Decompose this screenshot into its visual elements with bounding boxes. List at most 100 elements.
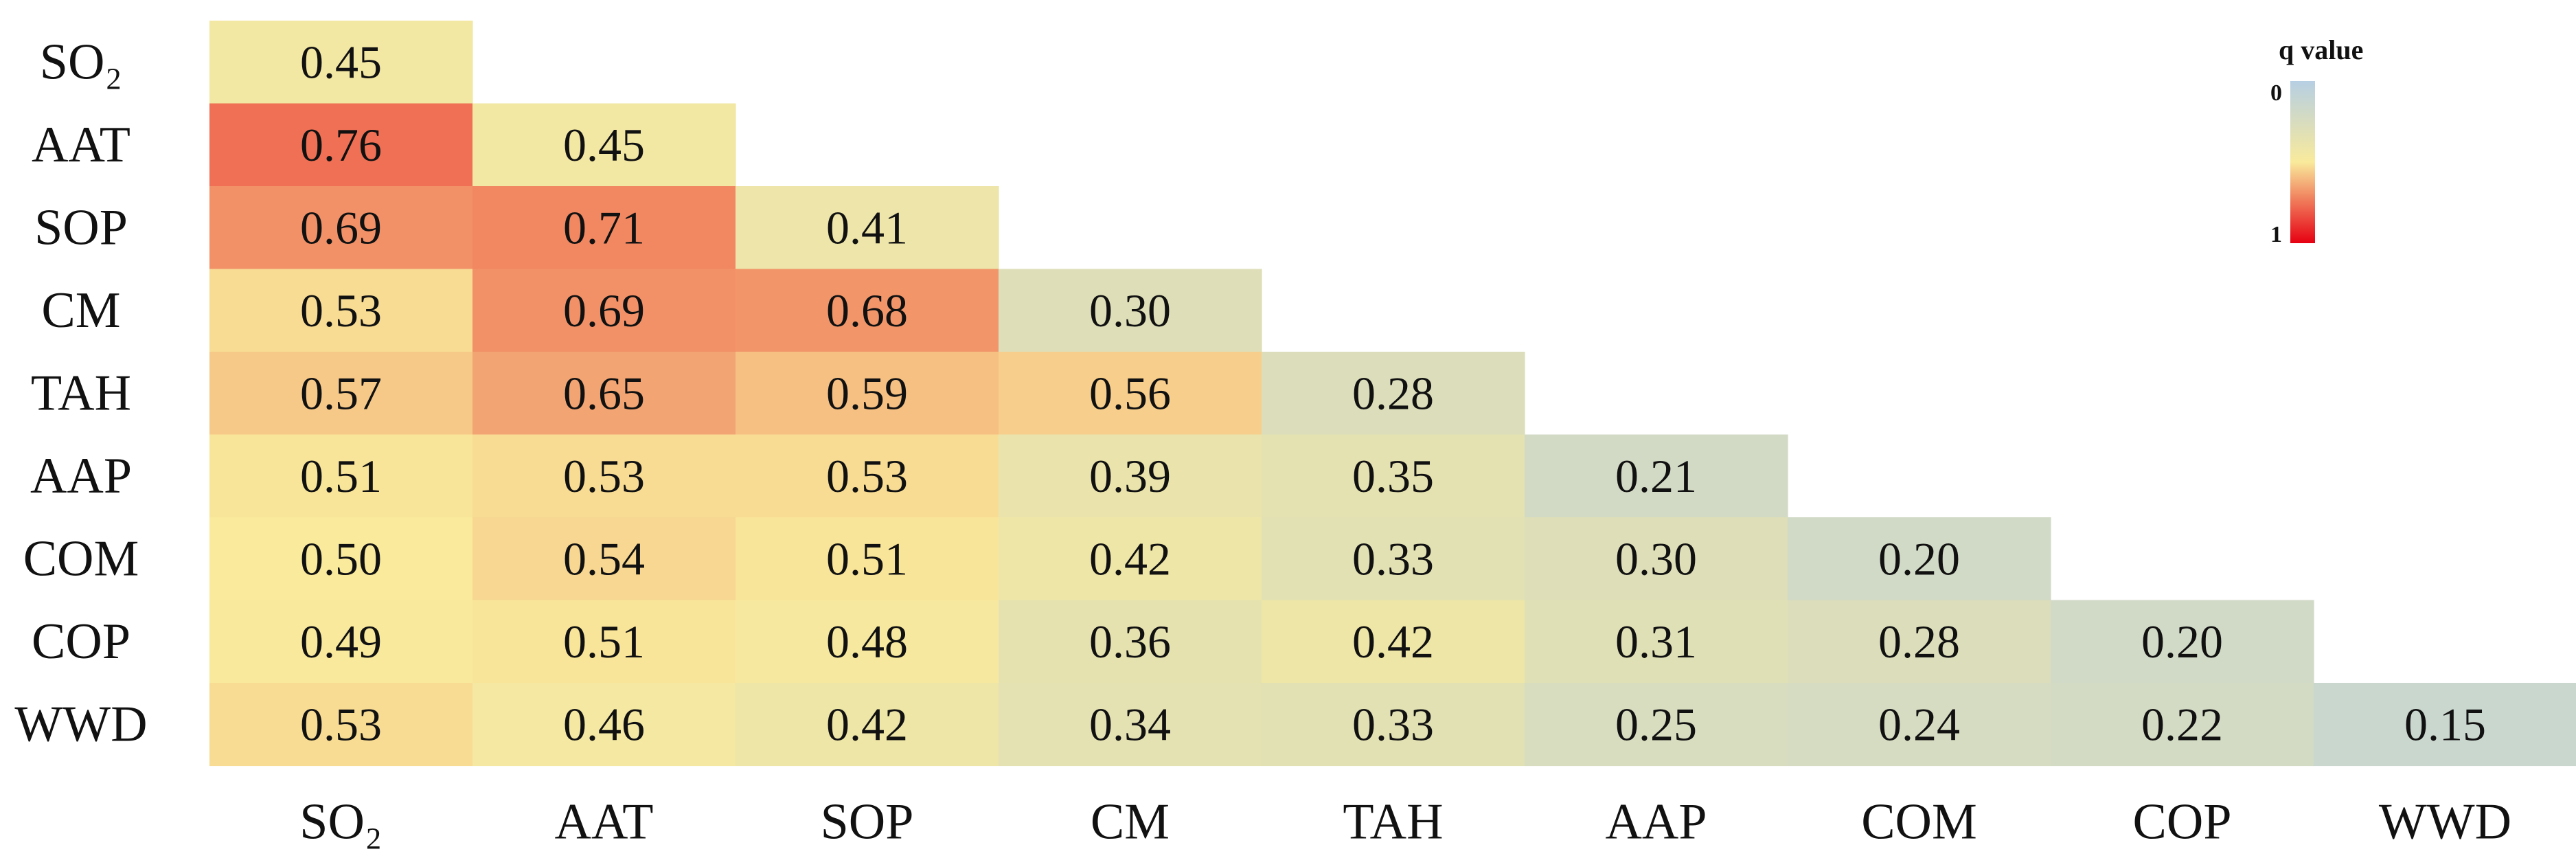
heatmap-cell-cop-aat — [472, 600, 736, 684]
cell-value-label: 0.41 — [826, 201, 908, 253]
row-label-tah: TAH — [31, 365, 131, 421]
cell-value-label: 0.53 — [563, 450, 645, 502]
cell-value-label: 0.20 — [2141, 616, 2223, 668]
cell-value-label: 0.21 — [1615, 450, 1697, 502]
row-label-cop: COP — [32, 613, 130, 670]
heatmap-cell-com-aap — [1525, 517, 1788, 601]
cell-value-label: 0.42 — [826, 698, 908, 750]
row-label-aat: AAT — [32, 117, 130, 173]
heatmap-cell-cm-so2 — [209, 269, 473, 352]
heatmap-cell-cop-com — [1788, 600, 2051, 684]
cell-value-label: 0.45 — [563, 119, 645, 171]
cell-value-label: 0.39 — [1089, 450, 1171, 502]
cell-value-label: 0.51 — [300, 450, 382, 502]
heatmap-cell-aap-aat — [472, 434, 736, 518]
cell-value-label: 0.34 — [1089, 698, 1171, 750]
heatmap-cell-tah-so2 — [209, 352, 473, 436]
cell-value-label: 0.76 — [300, 119, 382, 171]
heatmap-cell-aap-cm — [999, 434, 1262, 518]
heatmap-cell-com-so2 — [209, 517, 473, 601]
heatmap-cell-com-cm — [999, 517, 1262, 601]
heatmap-cell-wwd-cop — [2051, 683, 2314, 767]
heatmap-cell-cop-aap — [1525, 600, 1788, 684]
cell-value-label: 0.22 — [2141, 698, 2223, 750]
heatmap-cell-wwd-com — [1788, 683, 2051, 767]
heatmap-cell-cop-tah — [1262, 600, 1525, 684]
heatmap-cell-aap-aap — [1525, 434, 1788, 518]
heatmap-cell-sop-aat — [472, 186, 736, 270]
row-labels: SO₂ AAT SOP CM TAH AAP COM COP WWD — [14, 34, 147, 752]
cell-value-label: 0.53 — [300, 284, 382, 337]
cell-value-label: 0.46 — [563, 698, 645, 750]
heatmap-cell-cm-cm — [999, 269, 1262, 352]
cell-value-label: 0.48 — [826, 616, 908, 668]
heatmap-cell-cm-aat — [472, 269, 736, 352]
heatmap-cells: 0.45 0.76 0.45 0.69 0.71 0.41 0.53 0.69 0.68 0.30… — [209, 21, 2576, 767]
cell-value-label: 0.49 — [300, 616, 382, 668]
heatmap-cell-com-aat — [472, 517, 736, 601]
cell-value-label: 0.25 — [1615, 698, 1697, 750]
heatmap-cell-wwd-cm — [999, 683, 1262, 767]
heatmap-cell-com-sop — [736, 517, 999, 601]
heatmap-cell-so2-so2 — [209, 21, 473, 104]
colorbar-gradient — [2290, 81, 2315, 243]
colorbar-min-label: 0 — [2270, 80, 2282, 106]
heatmap-cell-aap-sop — [736, 434, 999, 518]
column-label-cop: COP — [2133, 794, 2232, 850]
row-label-so2: SO₂ — [40, 34, 122, 90]
cell-value-label: 0.45 — [300, 36, 382, 88]
heatmap-cell-tah-aat — [472, 352, 736, 436]
colorbar-title: q value — [2279, 34, 2363, 65]
row-label-aap: AAP — [30, 448, 132, 504]
cell-value-label: 0.30 — [1615, 532, 1697, 585]
cell-value-label: 0.36 — [1089, 616, 1171, 668]
cell-value-label: 0.53 — [826, 450, 908, 502]
cell-value-label: 0.28 — [1878, 616, 1960, 668]
heatmap-cell-tah-sop — [736, 352, 999, 436]
heatmap-cell-tah-cm — [999, 352, 1262, 436]
heatmap-cell-cop-cop — [2051, 600, 2314, 684]
heatmap-cell-cop-cm — [999, 600, 1262, 684]
column-label-tah: TAH — [1343, 794, 1443, 850]
row-label-wwd: WWD — [14, 696, 147, 752]
colorbar-legend: q value 0 1 — [2270, 34, 2363, 247]
cell-value-label: 0.50 — [300, 532, 382, 585]
heatmap-cell-aat-so2 — [209, 103, 473, 187]
heatmap-cell-sop-sop — [736, 186, 999, 270]
heatmap-cell-com-tah — [1262, 517, 1525, 601]
heatmap-cell-cop-sop — [736, 600, 999, 684]
cell-value-label: 0.59 — [826, 367, 908, 419]
cell-value-label: 0.53 — [300, 698, 382, 750]
column-labels: SO₂ AAT SOP CM TAH AAP COM COP WWD — [299, 794, 2511, 850]
cell-value-label: 0.15 — [2404, 698, 2486, 750]
cell-value-label: 0.51 — [563, 616, 645, 668]
column-label-aat: AAT — [555, 794, 654, 850]
heatmap-cell-wwd-aat — [472, 683, 736, 767]
cell-value-label: 0.51 — [826, 532, 908, 585]
heatmap-cell-wwd-so2 — [209, 683, 473, 767]
heatmap-cell-wwd-aap — [1525, 683, 1788, 767]
cell-value-label: 0.35 — [1352, 450, 1434, 502]
column-label-so2: SO₂ — [299, 794, 382, 850]
row-label-sop: SOP — [34, 199, 128, 256]
cell-value-label: 0.69 — [563, 284, 645, 337]
column-label-wwd: WWD — [2379, 794, 2511, 850]
column-label-com: COM — [1861, 794, 1977, 850]
row-label-com: COM — [23, 530, 139, 587]
cell-value-label: 0.71 — [563, 201, 645, 253]
cell-value-label: 0.57 — [300, 367, 382, 419]
cell-value-label: 0.42 — [1352, 616, 1434, 668]
colorbar-max-label: 1 — [2270, 222, 2282, 247]
cell-value-label: 0.54 — [563, 532, 645, 585]
cell-value-label: 0.68 — [826, 284, 908, 337]
heatmap-cell-sop-so2 — [209, 186, 473, 270]
cell-value-label: 0.42 — [1089, 532, 1171, 585]
column-label-aap: AAP — [1605, 794, 1707, 850]
cell-value-label: 0.33 — [1352, 532, 1434, 585]
heatmap-cell-aat-aat — [472, 103, 736, 187]
heatmap-cell-com-com — [1788, 517, 2051, 601]
cell-value-label: 0.69 — [300, 201, 382, 253]
cell-value-label: 0.65 — [563, 367, 645, 419]
column-label-cm: CM — [1091, 794, 1170, 850]
